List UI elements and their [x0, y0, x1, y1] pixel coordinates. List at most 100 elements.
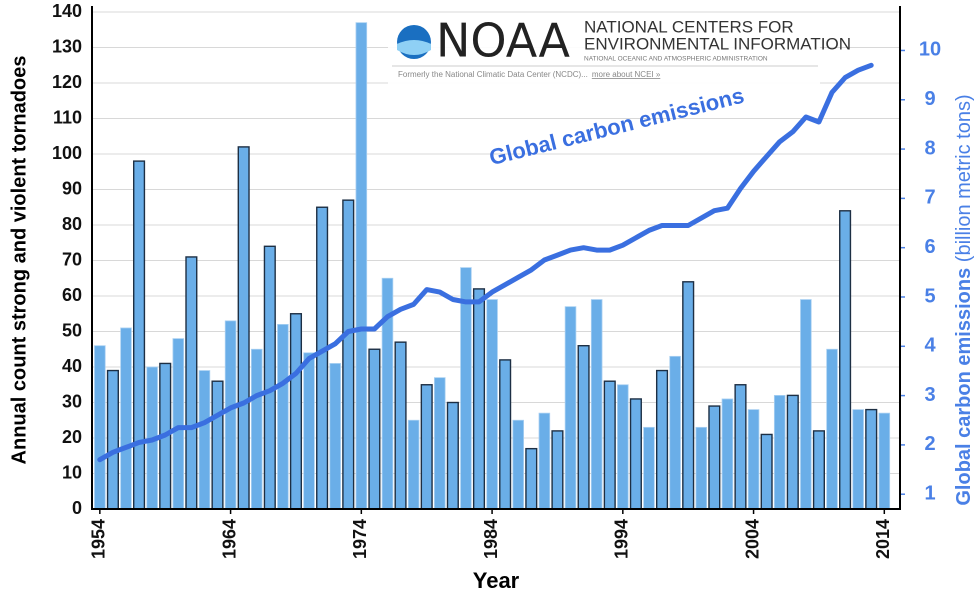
y-tick-label: 20 [62, 427, 82, 447]
bar [839, 210, 852, 510]
y-tick-label: 30 [62, 391, 82, 411]
y2-tick-label: 4 [924, 335, 936, 357]
y-tick-label: 130 [52, 36, 82, 56]
bar [564, 306, 577, 510]
bar [407, 419, 420, 510]
y2-tick-label: 9 [924, 88, 935, 110]
bar [865, 408, 878, 510]
bar [250, 348, 263, 510]
bar [185, 256, 198, 510]
y-tick-label: 90 [62, 178, 82, 198]
logo-line3: NATIONAL OCEANIC AND ATMOSPHERIC ADMINIS… [584, 56, 768, 63]
bar [682, 281, 695, 510]
x-tick-label: 1994 [612, 519, 632, 559]
bar [277, 323, 289, 510]
bar [289, 313, 303, 510]
y-tick-label: 120 [52, 72, 82, 92]
y-tick-label: 140 [52, 1, 82, 21]
y2-tick-label: 1 [924, 482, 935, 504]
carbon-line [97, 62, 874, 463]
y2-label-unit: (billion metric tons) [953, 94, 975, 262]
y2-tick-label: 7 [924, 187, 935, 209]
y-tick-label: 110 [53, 107, 82, 127]
y2-axis-label: Global carbon emissions (billion metric … [953, 94, 975, 505]
bar [303, 352, 315, 510]
bar [747, 409, 760, 510]
y-tick-label: 0 [72, 498, 82, 518]
x-tick-label: 2004 [742, 519, 762, 559]
logo-line2: ENVIRONMENTAL INFORMATION [584, 34, 851, 53]
bar [878, 412, 891, 510]
y-tick-label: 100 [52, 143, 82, 163]
x-tick-label: 2014 [873, 519, 893, 559]
y-tick-label: 80 [62, 214, 82, 234]
y-tick-label: 70 [62, 249, 82, 269]
bar [760, 433, 773, 510]
bar [499, 359, 512, 510]
y2-label-main: Global carbon emissions [953, 268, 975, 506]
bar [773, 394, 786, 510]
bar [316, 206, 329, 510]
x-tick-label: 1964 [219, 519, 239, 559]
y2-tick-label: 8 [924, 137, 935, 159]
bar [695, 426, 708, 510]
bar [355, 22, 368, 510]
bar [94, 345, 106, 510]
logo-note-text: Formerly the National Climatic Data Cent… [398, 70, 588, 79]
y-tick-label: 50 [62, 320, 82, 340]
bar [721, 398, 734, 510]
bar [603, 380, 616, 510]
bar [617, 384, 629, 510]
bar [826, 348, 838, 510]
bar [329, 363, 341, 510]
logo-link: more about NCEI » [592, 70, 661, 79]
bar [538, 412, 551, 510]
y-tick-label: 10 [62, 462, 82, 482]
bar [434, 377, 446, 510]
bar [734, 384, 747, 510]
bar [629, 398, 642, 510]
line-annotation: Global carbon emissions [487, 83, 747, 171]
bar [786, 394, 799, 510]
bar [577, 345, 590, 510]
bar [120, 327, 132, 510]
logo-name: NOAA [436, 14, 571, 68]
x-tick-label: 1974 [350, 519, 370, 559]
logo-note: Formerly the National Climatic Data Cent… [398, 70, 661, 79]
y2-tick-label: 5 [924, 285, 935, 307]
bar [655, 369, 669, 510]
bar [812, 430, 825, 510]
bar [551, 430, 564, 510]
bar [852, 409, 864, 510]
bar [106, 369, 119, 510]
bar [342, 199, 355, 510]
bar [525, 447, 538, 510]
bar [446, 401, 459, 510]
x-tick-label: 1954 [89, 519, 109, 559]
bar [394, 341, 407, 510]
bar [643, 426, 655, 510]
bar [486, 299, 498, 510]
bar [198, 370, 211, 510]
bar [669, 355, 681, 510]
bar [172, 338, 185, 510]
y2-tick-label: 10 [919, 39, 941, 61]
bar [368, 348, 381, 510]
bar [708, 405, 721, 510]
x-tick-label: 1984 [481, 519, 501, 559]
y-axis-label: Annual count strong and violent tornadoe… [8, 56, 30, 465]
bar [472, 288, 486, 510]
logo-wave [397, 40, 431, 55]
bar [420, 384, 433, 510]
axis-frame [91, 6, 901, 510]
bar [237, 146, 250, 510]
y2-tick-label: 6 [924, 236, 935, 258]
y-tick-label: 40 [62, 356, 82, 376]
bar [224, 320, 237, 510]
bar [263, 245, 276, 510]
bar [133, 160, 146, 510]
y2-tick-label: 2 [924, 433, 935, 455]
bar [211, 380, 224, 510]
